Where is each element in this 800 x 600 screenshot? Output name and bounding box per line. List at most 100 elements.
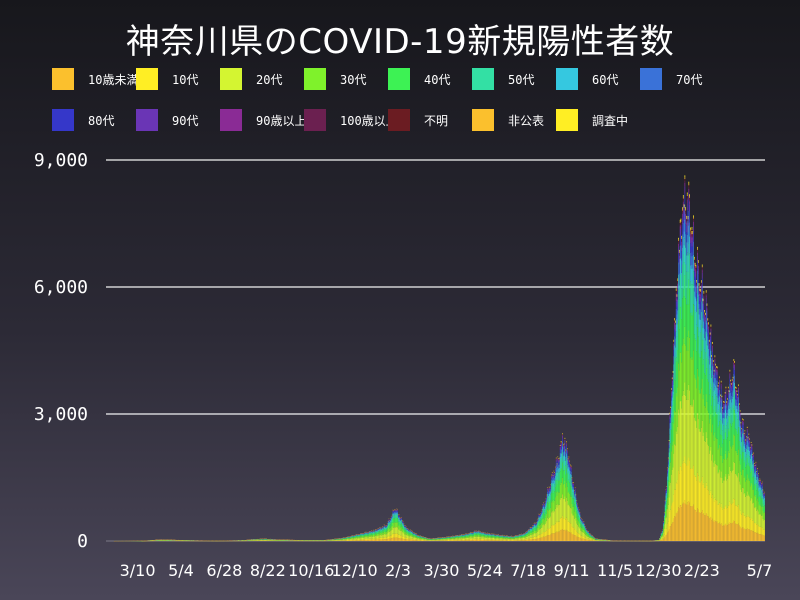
day-bar-stack [312, 540, 314, 542]
day-bar-stack [245, 540, 247, 542]
day-bar-stack [342, 537, 344, 541]
bar-segment [358, 536, 360, 538]
day-bar-stack [315, 540, 316, 542]
day-bar-stack [157, 539, 159, 542]
bar-segment [347, 540, 349, 541]
bar-segment [347, 537, 349, 539]
day-bar-stack [270, 538, 271, 541]
day-bar-stack [341, 538, 343, 541]
day-bar-stack [333, 539, 335, 541]
bar-segment [348, 539, 350, 541]
bar-segment [356, 539, 358, 541]
day-bar-stack [267, 539, 269, 541]
day-bar-stack [235, 540, 237, 542]
day-bar-stack [183, 540, 185, 542]
bar-segment [350, 540, 352, 541]
day-bar-stack [304, 540, 306, 542]
day-bar-stack [311, 540, 313, 542]
day-bar-stack [329, 539, 331, 542]
bar-segment [352, 536, 353, 538]
bar-segment [349, 538, 351, 539]
day-bar-stack [304, 540, 305, 542]
day-bar-stack [278, 539, 279, 542]
day-bar-stack [308, 540, 309, 542]
day-bar-stack [278, 539, 280, 542]
day-bar-stack [184, 540, 185, 542]
bar-segment [354, 536, 356, 537]
day-bar-stack [194, 540, 196, 542]
bar-segment [354, 537, 356, 539]
day-bar-stack [252, 539, 253, 542]
day-bar-stack [170, 539, 172, 542]
day-bar-stack [338, 538, 340, 541]
day-bar-stack [182, 540, 184, 542]
day-bar-stack [267, 539, 268, 541]
day-bar-stack [238, 540, 240, 542]
bar-segment [353, 537, 354, 538]
bar-segment [355, 537, 357, 539]
day-bar-stack [163, 539, 165, 542]
day-bar-stack [185, 540, 187, 542]
day-bar-stack [292, 539, 294, 542]
day-bar-stack [315, 540, 317, 542]
day-bar-stack [206, 540, 207, 542]
day-bar-stack [310, 540, 312, 542]
day-bar-stack [224, 540, 226, 542]
bar-segment [358, 540, 360, 541]
day-bar-stack [242, 540, 244, 542]
day-bar-stack [345, 537, 346, 541]
bar-segment [355, 536, 357, 538]
bar-segment [358, 539, 360, 541]
day-bar-stack [328, 539, 330, 542]
y-tick-label: 3,000 [34, 404, 88, 425]
day-bar-stack [256, 538, 258, 541]
day-bar-stack [208, 540, 210, 542]
bar-segment [347, 539, 349, 540]
day-bar-stack [207, 540, 208, 542]
bar-segment [350, 539, 352, 541]
day-bar-stack [228, 540, 230, 542]
day-bar-stack [177, 539, 179, 542]
bar-segment [351, 539, 353, 541]
day-bar-stack [356, 534, 358, 541]
day-bar-stack [164, 539, 166, 542]
bar-segment [356, 540, 358, 541]
day-bar-stack [351, 535, 353, 541]
day-bar-stack [354, 535, 356, 541]
bar-segment [359, 539, 361, 541]
day-bar-stack [322, 540, 323, 542]
day-bar-stack [281, 539, 282, 542]
bar-segment [352, 540, 353, 541]
bar-segment [349, 539, 350, 540]
day-bar-stack [297, 540, 299, 542]
day-bar-stack [349, 536, 350, 541]
day-bar-stack [150, 540, 152, 542]
day-bar-stack [214, 540, 215, 542]
day-bar-stack [147, 540, 148, 542]
day-bar-stack [239, 540, 241, 542]
day-bar-stack [337, 538, 338, 541]
day-bar-stack [197, 540, 199, 542]
day-bar-stack [186, 540, 188, 542]
bar-segment [342, 539, 344, 541]
day-bar-stack [205, 540, 207, 542]
day-bar-stack [187, 540, 189, 542]
bar-segment [359, 535, 361, 537]
day-bar-stack [307, 540, 308, 542]
day-bar-stack [335, 538, 337, 541]
day-bar-stack [200, 540, 202, 542]
day-bar-stack [196, 540, 198, 542]
day-bar-stack [236, 540, 237, 542]
bar-segment [345, 538, 346, 540]
bar-segment [352, 538, 353, 540]
day-bar-stack [288, 539, 290, 542]
day-bar-stack [287, 539, 289, 542]
day-bar-stack [162, 539, 163, 542]
day-bar-stack [296, 540, 298, 542]
bar-segment [353, 540, 354, 541]
day-bar-stack [222, 540, 224, 542]
day-bar-stack [285, 539, 287, 542]
day-bar-stack [289, 539, 290, 542]
bar-segment [352, 537, 353, 539]
bar-segment [357, 535, 359, 537]
